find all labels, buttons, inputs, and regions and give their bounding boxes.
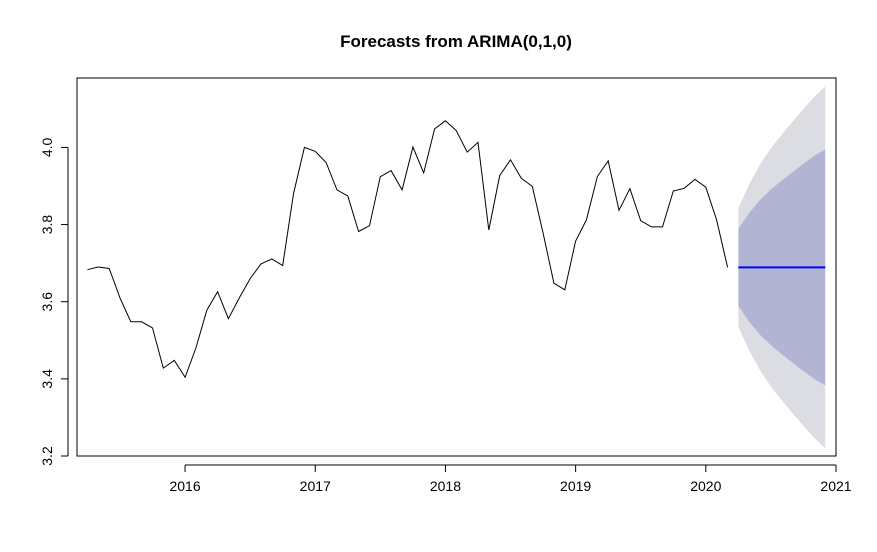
y-axis: 3.2 3.4 3.6 3.8 4.0 [39,137,69,466]
x-tick-label: 2018 [430,478,461,494]
x-axis: 2016 2017 2018 2019 2020 2021 [169,464,852,494]
x-tick-label: 2016 [169,478,200,494]
plot-frame [76,77,837,457]
x-tick-label: 2017 [300,478,331,494]
x-tick-label: 2019 [560,478,591,494]
y-tick-label: 3.6 [39,292,55,312]
series-lines [87,120,826,379]
historical-series-line [87,120,729,379]
y-tick-label: 4.0 [39,137,55,157]
y-tick-label: 3.4 [39,369,55,389]
x-tick-label: 2021 [820,478,851,494]
y-tick-label: 3.2 [39,446,55,466]
x-tick-label: 2020 [690,478,721,494]
y-tick-label: 3.8 [39,215,55,235]
chart-title: Forecasts from ARIMA(0,1,0) [340,32,572,51]
